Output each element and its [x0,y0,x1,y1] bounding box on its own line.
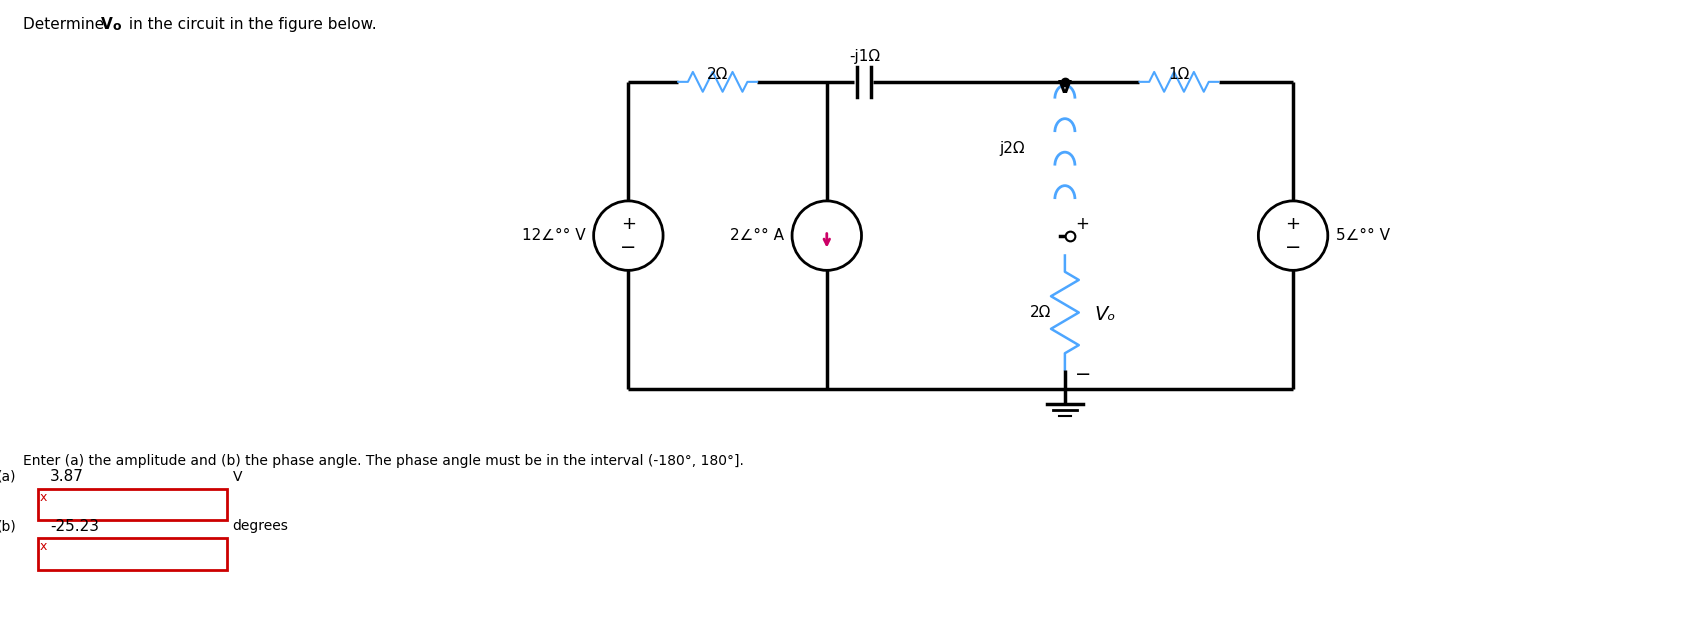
Text: 2Ω: 2Ω [706,67,728,82]
Text: -25.23: -25.23 [50,519,99,534]
Text: 3.87: 3.87 [50,469,84,484]
Text: in the circuit in the figure below.: in the circuit in the figure below. [124,18,377,32]
Text: +: + [621,215,636,232]
Text: 5∠°° V: 5∠°° V [1336,228,1389,243]
Text: x: x [40,491,47,503]
Text: 2Ω: 2Ω [1029,305,1051,320]
Text: 12∠°° V: 12∠°° V [521,228,585,243]
FancyBboxPatch shape [39,538,227,570]
Text: V: V [101,18,113,32]
Text: 2∠°° A: 2∠°° A [730,228,784,243]
Text: +: + [1285,215,1300,232]
Text: 1Ω: 1Ω [1169,67,1189,82]
Text: Enter (a) the amplitude and (b) the phase angle. The phase angle must be in the : Enter (a) the amplitude and (b) the phas… [24,454,743,468]
Text: +: + [1075,215,1088,232]
Text: Vₒ: Vₒ [1095,306,1117,324]
Text: (b): (b) [0,519,17,534]
Text: (a): (a) [0,470,17,484]
Text: x: x [40,540,47,553]
Text: o: o [113,20,121,33]
FancyBboxPatch shape [39,489,227,520]
Text: -j1Ω: -j1Ω [849,49,880,64]
Text: j2Ω: j2Ω [999,141,1026,156]
Text: −: − [621,238,636,257]
Text: V: V [232,470,242,484]
Text: −: − [1075,365,1092,384]
Text: degrees: degrees [232,519,288,534]
Text: Determine: Determine [24,18,109,32]
Text: V: V [1058,79,1071,97]
Text: −: − [1285,238,1302,257]
